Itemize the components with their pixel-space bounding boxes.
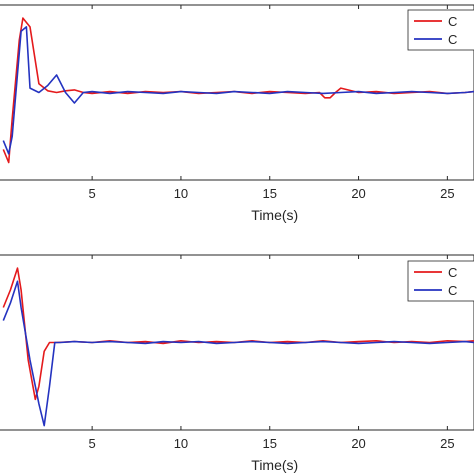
series-line-1 xyxy=(2,17,474,164)
legend: CC xyxy=(407,260,474,302)
x-tick-label: 25 xyxy=(440,436,454,451)
series-line-2 xyxy=(2,26,474,155)
legend-label-2: C xyxy=(448,32,457,47)
chart-panel-1: 5 10 15 20 25 Time(s) CC xyxy=(0,4,474,223)
legend: CC xyxy=(407,9,474,51)
series-line-2 xyxy=(2,280,474,427)
x-tick-label: 25 xyxy=(440,186,454,201)
x-tick-label: 10 xyxy=(174,436,188,451)
legend-box xyxy=(407,9,474,51)
x-axis-title: Time(s) xyxy=(251,457,298,473)
chart-panel-2: 5 10 15 20 25 Time(s) CC xyxy=(0,254,474,473)
x-tick-label: 15 xyxy=(263,186,277,201)
legend-label-1: C xyxy=(448,14,457,29)
x-tick-label: 5 xyxy=(89,186,96,201)
x-axis-title: Time(s) xyxy=(251,207,298,223)
plot-area-frame xyxy=(0,4,474,181)
x-tick-label: 5 xyxy=(89,436,96,451)
series-line-1 xyxy=(2,267,474,401)
x-tick-label: 20 xyxy=(351,186,365,201)
legend-box xyxy=(407,260,474,302)
x-tick-label: 15 xyxy=(263,436,277,451)
plot-area-frame xyxy=(0,254,474,431)
x-tick-label: 20 xyxy=(351,436,365,451)
legend-label-2: C xyxy=(448,283,457,298)
x-tick-label: 10 xyxy=(174,186,188,201)
legend-label-1: C xyxy=(448,265,457,280)
